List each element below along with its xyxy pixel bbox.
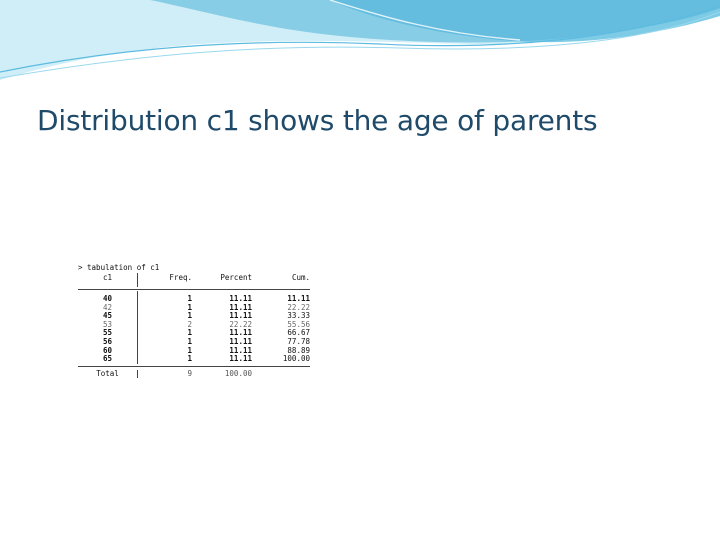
row-cum: 55.56: [287, 319, 310, 329]
table-row: 60 1 11.11 88.89: [78, 345, 310, 356]
total-divider: [78, 365, 310, 368]
row-value: 53: [78, 320, 138, 330]
stata-output: > tabulation of c1 c1 Freq. Percent Cum.…: [78, 263, 318, 379]
header-divider: [78, 289, 310, 291]
header-cum: Cum.: [291, 273, 310, 282]
table-row: 45 1 11.11 33.33: [78, 312, 310, 321]
row-cum: 11.11: [287, 294, 310, 303]
table-row: 40 1 11.11 11.11: [78, 294, 310, 304]
wave-line-2: [0, 11, 720, 79]
row-value: 65: [78, 355, 138, 364]
table-header: c1 Freq. Percent Cum.: [78, 273, 310, 287]
row-cum: 66.67: [287, 328, 310, 338]
row-percent: 11.11: [229, 328, 252, 338]
row-value: 45: [78, 312, 138, 321]
row-value: 55: [78, 329, 138, 338]
row-cum: 33.33: [287, 311, 310, 321]
row-freq: 1: [187, 302, 192, 312]
header-variable: c1: [78, 273, 138, 287]
wave-line-1: [0, 5, 720, 73]
total-cum-empty: [252, 370, 310, 379]
table-row: 56 1 11.11 77.78: [78, 336, 310, 347]
frequency-table: c1 Freq. Percent Cum. 40 1 11.11 11.11 4…: [78, 273, 310, 379]
row-freq: 1: [187, 328, 192, 338]
wave-front: [0, 0, 720, 43]
table-row: 55 1 11.11 66.67: [78, 329, 310, 338]
row-cum: 22.22: [287, 302, 310, 312]
row-freq: 1: [187, 294, 192, 303]
row-value: 56: [78, 337, 138, 347]
total-freq: 9: [187, 368, 192, 378]
stata-command: > tabulation of c1: [78, 263, 160, 272]
total-label: Total: [78, 369, 138, 379]
row-percent: 11.11: [229, 302, 252, 312]
table-row: 42 1 11.11 22.22: [78, 302, 310, 313]
row-percent: 22.22: [229, 319, 252, 329]
table-row: 53 2 22.22 55.56: [78, 319, 310, 330]
row-percent: 11.11: [229, 354, 252, 364]
row-percent: 11.11: [229, 294, 252, 303]
row-value: 60: [78, 346, 138, 356]
row-cum: 77.78: [287, 336, 310, 346]
row-freq: 2: [187, 319, 192, 329]
row-percent: 11.11: [229, 311, 252, 321]
decorative-wave-banner: [0, 0, 720, 80]
row-cum: 88.89: [287, 345, 310, 355]
row-freq: 1: [187, 311, 192, 321]
slide-title: Distribution c1 shows the age of parents: [37, 104, 598, 137]
row-value: 40: [78, 294, 138, 304]
row-freq: 1: [187, 336, 192, 346]
row-freq: 1: [187, 354, 192, 364]
row-percent: 11.11: [229, 336, 252, 346]
row-freq: 1: [187, 345, 192, 355]
table-total-row: Total 9 100.00: [78, 368, 310, 379]
total-percent: 100.00: [224, 368, 252, 378]
table-spacer: [78, 291, 310, 295]
header-percent: Percent: [220, 273, 252, 282]
header-freq: Freq.: [169, 273, 192, 282]
row-cum: 100.00: [282, 354, 310, 364]
row-percent: 11.11: [229, 345, 252, 355]
wave-line-3: [329, 0, 521, 41]
table-row: 65 1 11.11 100.00: [78, 355, 310, 364]
row-value: 42: [78, 303, 138, 313]
